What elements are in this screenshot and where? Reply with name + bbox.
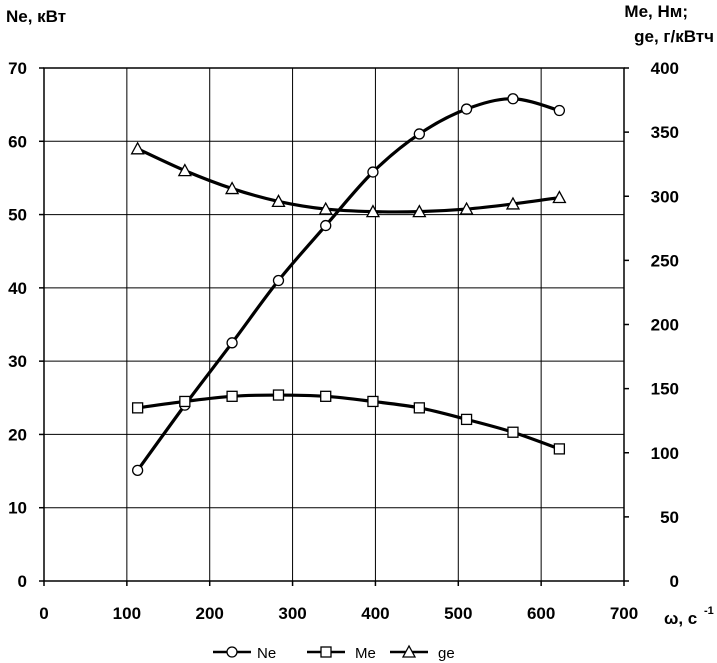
data-point-ge xyxy=(552,190,567,204)
legend-item-ne: Ne xyxy=(213,645,276,662)
x-tick-label: 500 xyxy=(444,604,472,623)
legend-item-ge: ge xyxy=(390,644,455,662)
data-point-ne xyxy=(131,464,144,476)
legend-item-me: Me xyxy=(307,645,376,662)
y-right-axis-label-line1: Me, Нм; xyxy=(624,2,688,21)
data-point-ge xyxy=(177,163,192,177)
x-tick-label: 700 xyxy=(610,604,638,623)
left-axis-ticks: 0 10 20 30 40 50 60 70 xyxy=(8,59,44,591)
left-tick-label: 0 xyxy=(18,572,27,591)
data-point-ge xyxy=(505,196,521,210)
x-tick-label: 100 xyxy=(113,604,141,623)
left-tick-label: 30 xyxy=(8,352,27,371)
left-tick-label: 40 xyxy=(8,279,27,298)
data-point-ge xyxy=(318,201,333,215)
x-axis-label-text: ω, с xyxy=(664,609,697,628)
data-point-me xyxy=(272,389,285,401)
data-point-ne xyxy=(460,103,473,115)
legend-label: Ne xyxy=(257,645,276,662)
data-point-me xyxy=(367,395,379,408)
right-tick-label: 50 xyxy=(660,508,679,527)
legend-label: ge xyxy=(438,645,455,662)
x-axis-label-superscript: -1 xyxy=(704,605,714,617)
y-left-axis-label: Ne, кВт xyxy=(6,7,66,26)
series-ge xyxy=(130,141,567,218)
right-tick-label: 150 xyxy=(651,380,679,399)
data-point-ne xyxy=(507,93,519,105)
legend-marker xyxy=(226,646,238,658)
data-point-ge xyxy=(271,194,286,208)
data-point-me xyxy=(179,395,191,408)
data-point-ne xyxy=(226,337,238,349)
left-tick-label: 60 xyxy=(8,132,27,151)
right-axis-ticks: 0 50 100 150 200 250 300 350 400 xyxy=(624,59,679,591)
right-tick-label: 300 xyxy=(651,187,679,206)
series-me xyxy=(131,389,566,455)
data-point-ne xyxy=(272,274,285,287)
right-tick-label: 250 xyxy=(651,251,679,270)
left-tick-label: 50 xyxy=(8,206,27,225)
data-point-ge xyxy=(459,201,474,215)
x-tick-label: 200 xyxy=(196,604,224,623)
plot-area-frame xyxy=(43,67,625,582)
left-tick-label: 70 xyxy=(8,59,27,78)
data-point-ge xyxy=(365,204,381,218)
data-point-ge xyxy=(130,141,145,155)
x-axis-label: ω, с -1 xyxy=(664,605,714,628)
right-tick-label: 0 xyxy=(670,572,679,591)
legend-marker xyxy=(320,646,332,658)
series-line-ne xyxy=(136,97,560,472)
legend-label: Me xyxy=(355,645,376,662)
right-tick-label: 400 xyxy=(651,59,679,78)
data-point-ne xyxy=(553,104,566,117)
x-axis-ticks: 0 100 200 300 400 500 600 700 xyxy=(39,581,638,623)
data-point-ne xyxy=(413,128,425,140)
legend: Ne Me ge xyxy=(213,644,455,662)
series-line-ge xyxy=(136,147,560,214)
left-tick-label: 20 xyxy=(8,425,27,444)
grid-lines xyxy=(44,68,624,581)
right-tick-label: 200 xyxy=(651,316,679,335)
left-tick-label: 10 xyxy=(8,499,27,518)
x-tick-label: 300 xyxy=(278,604,306,623)
data-point-me xyxy=(413,402,425,414)
series-layer xyxy=(130,93,567,476)
right-tick-label: 350 xyxy=(651,123,679,142)
x-tick-label: 400 xyxy=(361,604,389,623)
x-tick-label: 0 xyxy=(39,604,48,623)
y-right-axis-label-line2: ge, г/кВтч xyxy=(634,27,714,46)
series-ne xyxy=(131,93,566,476)
data-point-me xyxy=(507,426,519,438)
legend-marker xyxy=(401,644,417,658)
data-point-ne xyxy=(320,219,332,232)
data-point-me xyxy=(460,413,473,426)
data-point-me xyxy=(320,390,332,402)
series-line-me xyxy=(137,393,560,451)
data-point-ne xyxy=(367,166,379,178)
data-point-ge xyxy=(412,204,427,218)
x-tick-label: 600 xyxy=(527,604,555,623)
data-point-ge xyxy=(224,181,240,195)
data-point-me xyxy=(226,390,238,402)
right-tick-label: 100 xyxy=(651,444,679,463)
data-point-me xyxy=(131,402,144,414)
data-point-me xyxy=(553,443,566,455)
